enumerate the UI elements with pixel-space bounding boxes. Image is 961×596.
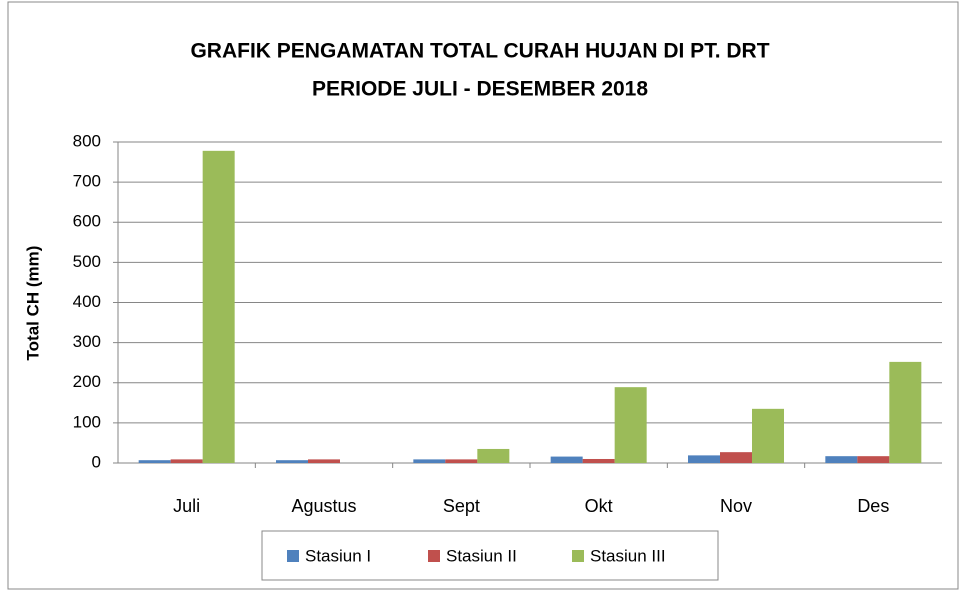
y-tick-label: 800 <box>73 131 101 150</box>
chart-frame <box>7 1 959 590</box>
chart-title: PERIODE JULI - DESEMBER 2018 <box>312 78 648 101</box>
y-tick-label: 600 <box>73 212 101 231</box>
x-tick-label: Okt <box>585 496 613 516</box>
bar <box>614 387 647 463</box>
chart-title: GRAFIK PENGAMATAN TOTAL CURAH HUJAN DI P… <box>190 40 769 63</box>
bar <box>857 456 890 463</box>
legend-swatch <box>287 550 299 562</box>
bar <box>582 458 615 463</box>
x-tick-label: Nov <box>720 496 752 516</box>
bar <box>276 460 308 463</box>
x-tick-label: Juli <box>173 496 200 516</box>
legend-swatch <box>428 550 440 562</box>
y-tick-label: 500 <box>73 252 101 271</box>
bar <box>202 150 235 463</box>
legend-swatch <box>572 550 584 562</box>
y-tick-label: 300 <box>73 332 101 351</box>
bar <box>752 408 784 463</box>
x-tick-label: Des <box>857 496 889 516</box>
bar <box>477 448 510 463</box>
y-tick-label: 700 <box>73 172 101 191</box>
y-axis-label: Total CH (mm) <box>23 246 42 361</box>
bar <box>889 361 922 463</box>
x-tick-label: Sept <box>443 496 480 516</box>
bar <box>688 455 720 463</box>
legend-label: Stasiun II <box>446 546 517 565</box>
bar <box>825 456 858 463</box>
bar <box>138 460 171 463</box>
legend-box <box>261 530 719 581</box>
x-tick-label: Agustus <box>291 496 356 516</box>
y-tick-label: 100 <box>73 412 101 431</box>
bar <box>170 459 203 463</box>
y-tick-label: 200 <box>73 372 101 391</box>
legend-label: Stasiun I <box>305 546 371 565</box>
bar <box>308 459 340 463</box>
y-tick-label: 400 <box>73 292 101 311</box>
bar <box>445 459 478 463</box>
bar <box>413 459 446 463</box>
y-tick-label: 0 <box>92 452 101 471</box>
bar <box>550 456 583 463</box>
legend-label: Stasiun III <box>590 546 666 565</box>
bar <box>720 452 752 463</box>
